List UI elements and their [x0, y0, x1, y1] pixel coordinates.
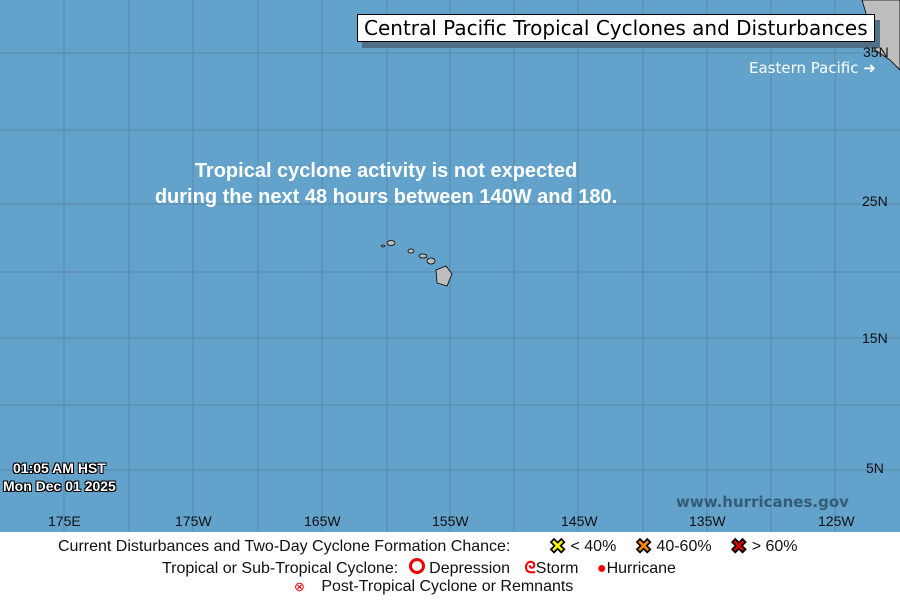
arrow-right-icon: ➜ [863, 59, 876, 77]
timestamp-date: Mon Dec 01 2025 [3, 478, 116, 494]
lon-label: 165W [304, 513, 341, 529]
low-chance-label: < 40% [570, 538, 617, 555]
lon-label: 125W [818, 513, 855, 529]
outlook-message: Tropical cyclone activity is not expecte… [0, 158, 772, 210]
lat-label: 5N [866, 460, 884, 476]
medium-chance-x-icon: ✖ [635, 535, 653, 558]
eastern-pacific-label: Eastern Pacific [749, 59, 859, 77]
high-chance-label: > 60% [751, 538, 798, 555]
eastern-pacific-link[interactable]: Eastern Pacific ➜ [749, 59, 876, 77]
message-line-1: Tropical cyclone activity is not expecte… [194, 160, 578, 182]
post-tropical-icon: ⊗ [294, 579, 305, 594]
medium-chance-label: 40-60% [656, 538, 712, 555]
hurricane-icon: ● [596, 560, 607, 577]
storm-icon: ᘓ [524, 560, 536, 577]
lon-label: 155W [432, 513, 469, 529]
hawaii-islands [381, 240, 453, 287]
storm-label: Storm [535, 560, 579, 577]
message-line-2: during the next 48 hours between 140W an… [154, 186, 618, 208]
graticule [0, 0, 900, 532]
lon-label: 145W [561, 513, 598, 529]
map: Central Pacific Tropical Cyclones and Di… [0, 0, 900, 532]
legend-disturbances: Current Disturbances and Two-Day Cyclone… [58, 535, 798, 558]
post-tropical-label: Post-Tropical Cyclone or Remnants [321, 578, 574, 595]
legend-cyclones: Tropical or Sub-Tropical Cyclone: Depres… [162, 558, 676, 578]
hurricane-label: Hurricane [606, 560, 676, 577]
high-chance-x-icon: ✖ [730, 535, 748, 558]
low-chance-x-icon: ✖ [549, 535, 567, 558]
lat-label: 35N [863, 44, 889, 60]
website-watermark: www.hurricanes.gov [676, 493, 849, 511]
depression-label: Depression [429, 560, 511, 577]
lat-label: 15N [862, 330, 888, 346]
legend-post-tropical: ⊗ Post-Tropical Cyclone or Remnants [294, 578, 573, 596]
cyclone-label: Tropical or Sub-Tropical Cyclone: [162, 560, 399, 577]
depression-icon [408, 558, 425, 574]
lon-label: 175E [48, 513, 81, 529]
timestamp-time: 01:05 AM HST [13, 460, 106, 476]
map-title: Central Pacific Tropical Cyclones and Di… [357, 14, 875, 42]
disturbances-label: Current Disturbances and Two-Day Cyclone… [58, 538, 511, 555]
lon-label: 135W [689, 513, 726, 529]
lon-label: 175W [175, 513, 212, 529]
lat-label: 25N [862, 193, 888, 209]
